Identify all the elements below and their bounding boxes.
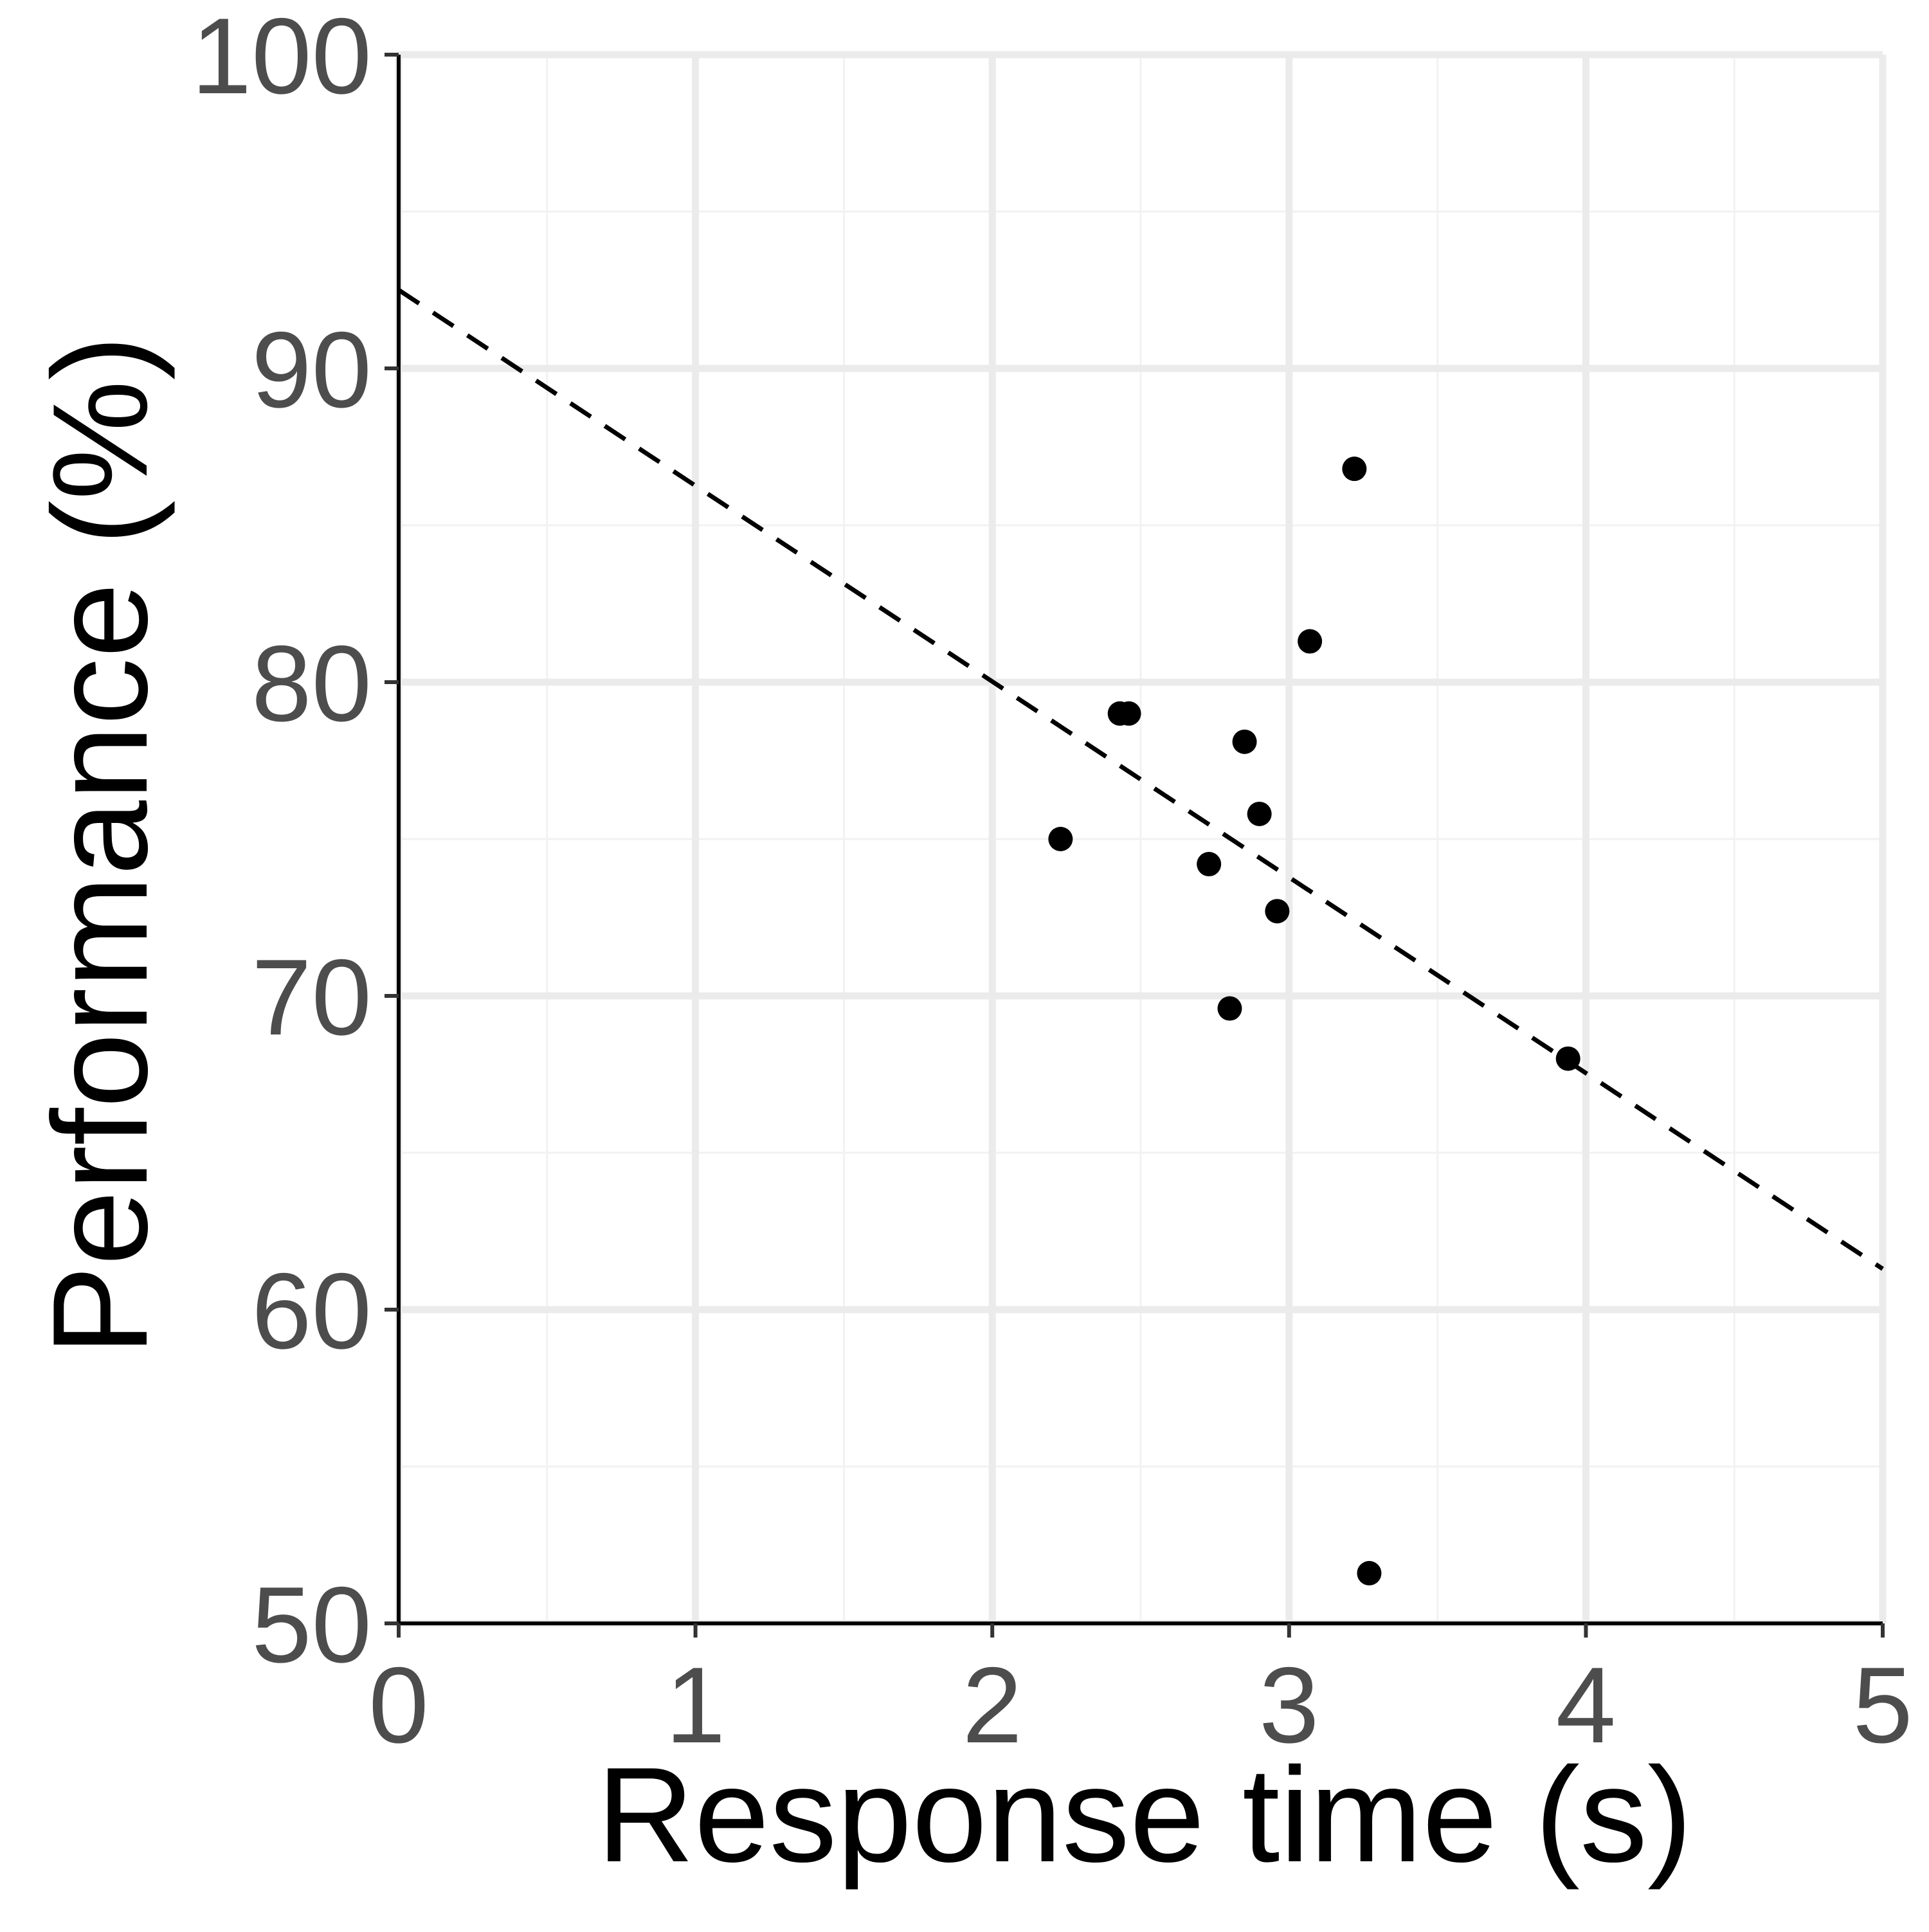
data-points xyxy=(1048,456,1580,1585)
x-tick-label: 4 xyxy=(1556,1645,1616,1765)
y-tick-labels: 50 60 70 80 90 100 xyxy=(192,0,372,1685)
y-tick-label: 60 xyxy=(251,1250,372,1371)
tick-marks xyxy=(385,53,1885,1638)
data-point xyxy=(1265,899,1290,924)
data-point xyxy=(1232,729,1257,754)
data-point xyxy=(1555,1046,1580,1071)
minor-gridlines xyxy=(399,55,1883,1623)
x-tick-labels: 0 1 2 3 4 5 xyxy=(368,1645,1912,1765)
y-tick-label: 50 xyxy=(251,1564,372,1685)
x-tick-label: 5 xyxy=(1852,1645,1912,1765)
x-tick-label: 3 xyxy=(1259,1645,1319,1765)
x-tick-label: 0 xyxy=(368,1645,428,1765)
y-tick-label: 100 xyxy=(192,0,372,116)
data-point xyxy=(1247,801,1272,826)
data-point xyxy=(1298,629,1323,654)
y-axis-title: Performance (%) xyxy=(24,335,176,1355)
data-point xyxy=(1357,1560,1382,1585)
axes xyxy=(397,55,1883,1625)
x-axis-title: Response time (s) xyxy=(597,1739,1692,1890)
x-tick-label: 1 xyxy=(666,1645,725,1765)
y-tick-label: 70 xyxy=(251,937,372,1058)
y-tick-label: 90 xyxy=(251,309,372,430)
x-tick-label: 2 xyxy=(962,1645,1022,1765)
trendline-layer xyxy=(397,288,1884,1271)
data-point xyxy=(1116,701,1141,726)
data-point xyxy=(1197,852,1222,877)
trendline xyxy=(397,288,1884,1271)
data-point xyxy=(1342,456,1367,482)
data-point xyxy=(1048,827,1073,851)
y-tick-label: 80 xyxy=(251,623,372,744)
data-point xyxy=(1217,996,1242,1021)
